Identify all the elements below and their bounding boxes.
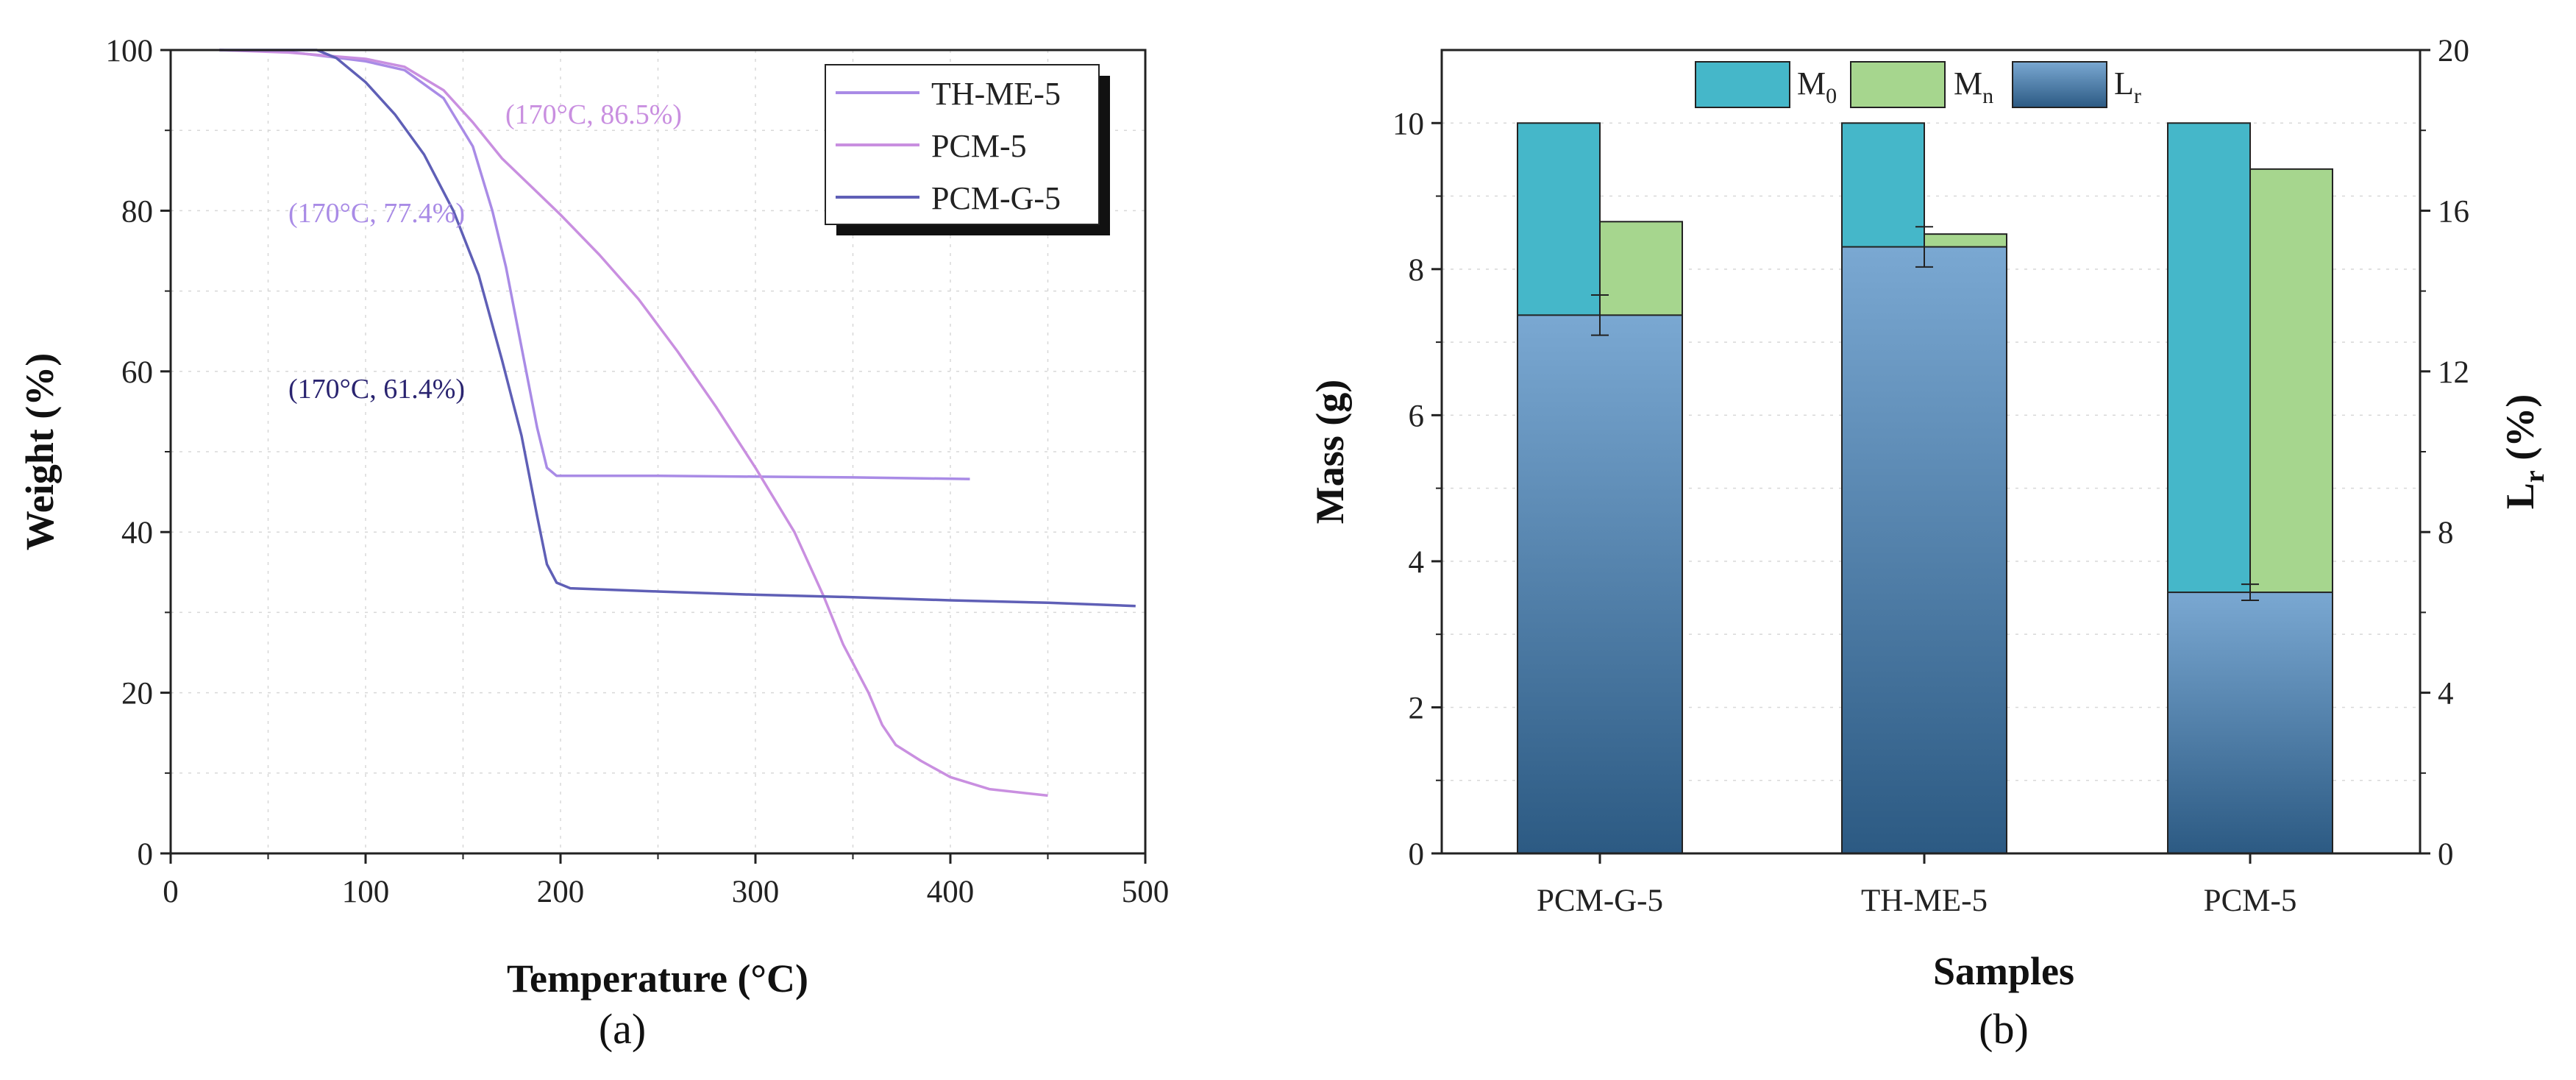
y-tick-label: 80 (121, 194, 153, 229)
x-tick-label: 100 (342, 875, 390, 909)
y-tick-label: 2 (1409, 691, 1425, 725)
y2-tick-label: 16 (2438, 194, 2469, 229)
y-tick-label: 4 (1409, 545, 1425, 580)
y-tick-label: 100 (106, 34, 154, 68)
panel-a-annotations: (170°C, 86.5%) (170°C, 77.4%) (170°C, 61.4… (288, 99, 682, 405)
panel-a-lines (219, 49, 1136, 797)
series-line-pcm-g-5 (219, 49, 1136, 608)
legend-swatch-lr (2012, 61, 2107, 108)
y-tick-label: 20 (121, 677, 153, 711)
panel-b-ticks: PCM-G-5 TH-ME-5 PCM-5 0 2 4 6 8 10 0 4 8 12 16 20 (1392, 34, 2469, 918)
legend-label-th-me-5: TH-ME-5 (931, 76, 1061, 112)
annotation-label: (170°C, 86.5%) (505, 99, 682, 130)
x-tick-label-pcm-g-5: PCM-G-5 (1537, 884, 1663, 918)
legend-label-pcm-5: PCM-5 (931, 128, 1027, 164)
panel-b-label: (b) (1979, 1005, 2029, 1053)
panel-b-legend: M0 Mn Lr (1695, 61, 2141, 108)
legend-label-pcm-g-5: PCM-G-5 (931, 180, 1061, 216)
y-tick-label: 10 (1392, 107, 1424, 141)
legend-label-mn: Mn (1954, 65, 1993, 108)
panel-b-y2-axis-title: Lr (%) (2498, 394, 2550, 509)
series-line-pcm-5 (219, 49, 1048, 797)
panel-b-x-axis-title: Samples (1933, 949, 2074, 993)
y-tick-label: 8 (1409, 253, 1425, 288)
series-line-th-me-5 (219, 49, 970, 480)
panel-a-tga-chart: 0 100 200 300 400 500 0 20 40 60 80 100 (170°C, 86.… (18, 34, 1169, 1053)
y2-tick-label: 0 (2438, 837, 2454, 872)
x-tick-label-pcm-5: PCM-5 (2204, 884, 2297, 918)
x-tick-label: 300 (732, 875, 780, 909)
annotation-label: (170°C, 77.4%) (288, 198, 465, 229)
x-tick-label: 200 (537, 875, 585, 909)
legend-label-lr: Lr (2114, 65, 2141, 108)
panel-b-mass-bar-chart: PCM-G-5 TH-ME-5 PCM-5 0 2 4 6 8 10 0 4 8 12 16 20 M0 M… (1308, 34, 2550, 1053)
panel-a-x-axis-title: Temperature (°C) (507, 956, 808, 1001)
y-tick-label: 0 (138, 837, 154, 872)
y2-tick-label: 8 (2438, 516, 2454, 550)
panel-a-y-axis-title: Weight (%) (18, 353, 62, 550)
bar-lr-pcm-g-5 (1517, 314, 1683, 854)
x-tick-label: 0 (163, 875, 179, 909)
legend-swatch-m0 (1695, 61, 1790, 108)
panel-b-y-axis-title: Mass (g) (1308, 380, 1352, 524)
x-tick-label-th-me-5: TH-ME-5 (1861, 884, 1988, 918)
panel-a-ticks: 0 100 200 300 400 500 0 20 40 60 80 100 (106, 34, 1170, 909)
y2-tick-label: 12 (2438, 355, 2469, 390)
y2-tick-label: 20 (2438, 34, 2469, 68)
panel-a-label: (a) (599, 1005, 646, 1053)
annotation-label: (170°C, 61.4%) (288, 374, 465, 405)
y-tick-label: 60 (121, 355, 153, 390)
panel-a-legend: TH-ME-5 PCM-5 PCM-G-5 (825, 64, 1110, 235)
bar-lr-pcm-5 (2167, 591, 2333, 854)
y2-tick-label: 4 (2438, 677, 2454, 711)
y-tick-label: 0 (1409, 837, 1425, 872)
x-tick-label: 500 (1122, 875, 1170, 909)
panel-b-bars (1517, 122, 2333, 855)
x-tick-label: 400 (927, 875, 975, 909)
y-tick-label: 40 (121, 516, 153, 550)
legend-label-m0: M0 (1797, 65, 1837, 108)
legend-swatch-mn (1850, 61, 1946, 108)
bar-lr-th-me-5 (1841, 246, 2007, 855)
y-tick-label: 6 (1409, 399, 1425, 433)
